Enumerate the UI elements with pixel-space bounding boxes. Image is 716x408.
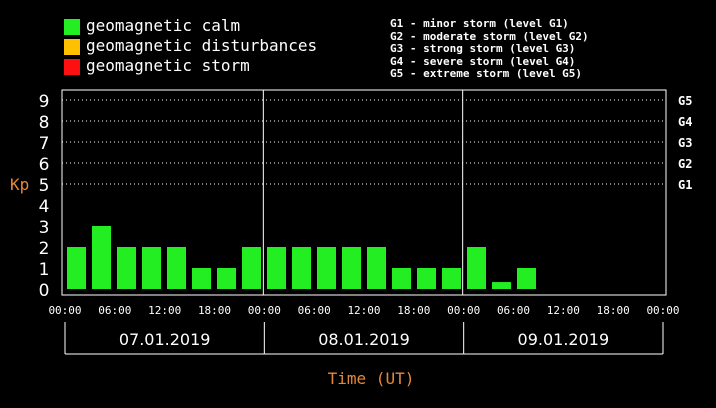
- right-label-g4: G4: [678, 115, 692, 129]
- bar-18: [492, 282, 511, 289]
- y-tick-label-0: 0: [39, 281, 50, 301]
- bar-7: [217, 268, 236, 289]
- x-tick-label-13: 00:00: [646, 304, 679, 317]
- bar-9: [267, 247, 286, 289]
- x-axis-label: Time (UT): [328, 369, 415, 388]
- bar-4: [142, 247, 161, 289]
- x-tick-label-12: 18:00: [597, 304, 630, 317]
- y-tick-label-4: 4: [39, 197, 50, 217]
- bar-13: [367, 247, 386, 289]
- storm-scale-g4: G4 - severe storm (level G4): [390, 54, 576, 68]
- y-tick-label-1: 1: [39, 260, 50, 280]
- storm-scale-g5: G5 - extreme storm (level G5): [390, 67, 583, 80]
- x-tick-label-9: 00:00: [447, 304, 480, 317]
- bar-12: [342, 247, 361, 289]
- bar-2: [92, 226, 111, 289]
- x-tick-label-3: 12:00: [148, 304, 181, 317]
- right-label-g3: G3: [678, 136, 692, 150]
- storm-scale-g2: G2 - moderate storm (level G2): [390, 29, 589, 43]
- bar-6: [192, 268, 211, 289]
- y-tick-label-8: 8: [39, 113, 50, 133]
- bar-5: [167, 247, 186, 289]
- x-tick-label-11: 12:00: [547, 304, 580, 317]
- right-label-g2: G2: [678, 157, 692, 171]
- storm-scale: G1 - minor storm (level G1) G2 - moderat…: [390, 17, 589, 81]
- y-tick-label-2: 2: [39, 239, 50, 259]
- bar-14: [392, 268, 411, 289]
- y-axis-label: Kp: [10, 175, 29, 194]
- x-tick-label-4: 18:00: [198, 304, 231, 317]
- legend-swatch-calm: [64, 19, 80, 35]
- y-tick-label-6: 6: [39, 155, 50, 175]
- day-label-1: 07.01.2019: [119, 330, 211, 349]
- day-label-2: 08.01.2019: [318, 330, 410, 349]
- bar-17: [467, 247, 486, 289]
- bar-3: [117, 247, 136, 289]
- bar-11: [317, 247, 336, 289]
- legend-label-calm: geomagnetic calm: [86, 16, 241, 35]
- legend-label-storm: geomagnetic storm: [86, 56, 250, 75]
- bar-19: [517, 268, 536, 289]
- storm-scale-g3: G3 - strong storm (level G3): [390, 42, 576, 55]
- legend-swatch-storm: [64, 59, 80, 75]
- x-tick-label-10: 06:00: [497, 304, 530, 317]
- right-label-g1: G1: [678, 178, 692, 192]
- day-label-3: 09.01.2019: [518, 330, 610, 349]
- y-tick-label-3: 3: [39, 218, 50, 238]
- legend-label-disturbances: geomagnetic disturbances: [86, 36, 318, 55]
- x-tick-label-5: 00:00: [248, 304, 281, 317]
- plot-frame: [61, 89, 667, 296]
- legend-swatch-disturbances: [64, 39, 80, 55]
- bar-10: [292, 247, 311, 289]
- right-label-g5: G5: [678, 94, 692, 108]
- y-tick-label-7: 7: [39, 134, 50, 154]
- x-tick-label-2: 06:00: [98, 304, 131, 317]
- storm-scale-g1: G1 - minor storm (level G1): [390, 17, 569, 30]
- y-tick-label-9: 9: [39, 92, 50, 112]
- x-tick-label-7: 12:00: [347, 304, 380, 317]
- x-tick-label-1: 00:00: [48, 304, 81, 317]
- x-tick-label-8: 18:00: [397, 304, 430, 317]
- bar-15: [417, 268, 436, 289]
- bar-8: [242, 247, 261, 289]
- bar-1: [67, 247, 86, 289]
- y-tick-label-5: 5: [39, 176, 50, 196]
- x-tick-label-6: 06:00: [298, 304, 331, 317]
- bar-16: [442, 268, 461, 289]
